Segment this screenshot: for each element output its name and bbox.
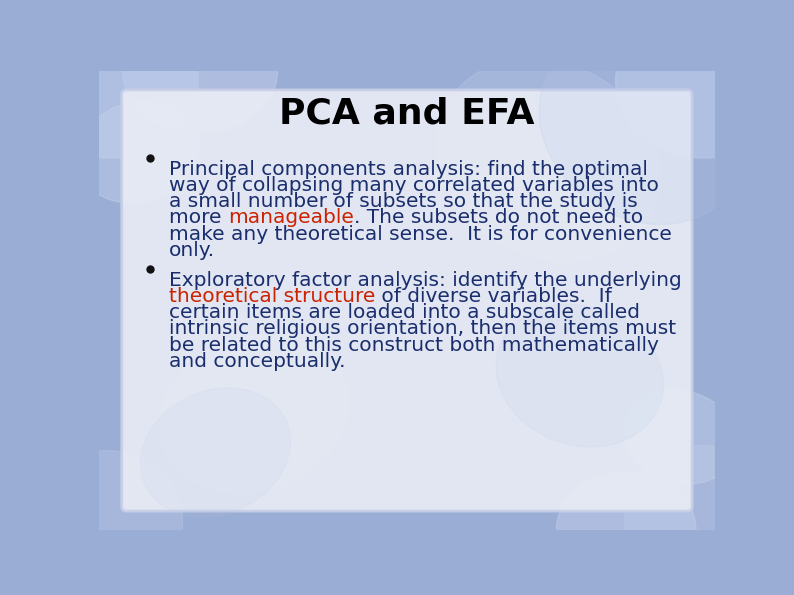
Ellipse shape <box>623 390 738 484</box>
Text: . The subsets do not need to: . The subsets do not need to <box>354 208 643 227</box>
Ellipse shape <box>437 58 661 261</box>
Text: more: more <box>169 208 228 227</box>
Ellipse shape <box>141 388 291 517</box>
Text: way of collapsing many correlated variables into: way of collapsing many correlated variab… <box>169 176 659 195</box>
FancyBboxPatch shape <box>121 90 692 511</box>
Text: and conceptually.: and conceptually. <box>169 352 345 371</box>
Ellipse shape <box>16 450 183 595</box>
Text: a small number of subsets so that the study is: a small number of subsets so that the st… <box>169 192 638 211</box>
Ellipse shape <box>615 0 794 158</box>
Text: manageable: manageable <box>228 208 354 227</box>
Text: PCA and EFA: PCA and EFA <box>279 97 534 131</box>
Ellipse shape <box>77 101 199 203</box>
Text: Principal components analysis: find the optimal: Principal components analysis: find the … <box>169 160 648 179</box>
Text: of diverse variables.  If: of diverse variables. If <box>376 287 612 306</box>
Text: only.: only. <box>169 241 215 260</box>
Ellipse shape <box>160 334 349 493</box>
Text: certain items are loaded into a subscale called: certain items are loaded into a subscale… <box>169 303 640 322</box>
Text: Exploratory factor analysis: identify the underlying: Exploratory factor analysis: identify th… <box>169 271 682 290</box>
Ellipse shape <box>122 10 277 133</box>
Text: be related to this construct both mathematically: be related to this construct both mathem… <box>169 336 659 355</box>
Ellipse shape <box>557 472 696 587</box>
Ellipse shape <box>496 304 663 447</box>
Ellipse shape <box>0 0 198 158</box>
Text: make any theoretical sense.  It is for convenience: make any theoretical sense. It is for co… <box>169 225 672 243</box>
Text: intrinsic religious orientation, then the items must: intrinsic religious orientation, then th… <box>169 320 676 339</box>
Text: theoretical structure: theoretical structure <box>169 287 376 306</box>
Ellipse shape <box>539 34 744 224</box>
Ellipse shape <box>624 446 794 595</box>
